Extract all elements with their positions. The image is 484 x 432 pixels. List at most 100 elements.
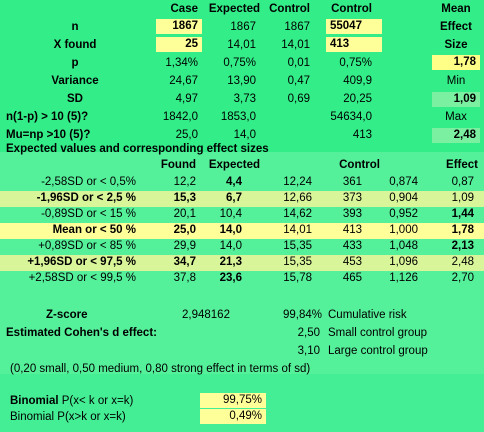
cumulative-label: Cumulative risk: [328, 309, 407, 321]
expected-x: 14,01: [227, 39, 256, 51]
control2-x-input[interactable]: 413: [326, 37, 382, 52]
label-mu: Mu=np >10 (5)?: [6, 129, 91, 141]
ev-control-3: 0,952: [389, 208, 418, 220]
header-case: Case: [170, 3, 199, 15]
section-title: Expected values and corresponding effect…: [6, 143, 269, 155]
ev-control-2: 465: [342, 272, 362, 284]
cohen-small-value: 2,50: [297, 327, 320, 339]
ev-row-label: -0,89SD or < 15 %: [41, 208, 136, 220]
ev-found: 29,9: [173, 240, 196, 252]
label-n: n: [71, 21, 79, 33]
min-value: 1,09: [432, 92, 480, 107]
ev-effect: 2,48: [451, 256, 474, 268]
ev-found: 15,3: [173, 192, 196, 204]
binomial-value-2: 0,49%: [200, 409, 266, 424]
case-variance: 24,67: [169, 75, 198, 87]
ev-control-3: 1,000: [389, 224, 418, 236]
mean-row-highlight: [0, 223, 484, 239]
header-expected: Expected: [208, 3, 260, 15]
ev-header-found: Found: [160, 159, 196, 171]
ev-label-text: -2,58SD or < 0,5%: [41, 176, 136, 188]
binomial-label-2: Binomial P(x>k or x=k): [10, 411, 126, 423]
header-control: Control: [269, 3, 310, 15]
mean-effect-value: 1,78: [432, 55, 480, 70]
ev-control-3: 0,904: [389, 192, 418, 204]
control2-mu: 413: [352, 129, 372, 141]
label-p: p: [71, 57, 79, 69]
binomial-value-1: 99,75%: [200, 393, 266, 408]
cohen-large-label: Large control group: [328, 345, 428, 357]
ev-row-label: -1,96SD or < 2,5 %: [36, 192, 136, 204]
ev-effect: 2,13: [451, 240, 474, 252]
row-highlight: [0, 191, 484, 207]
expected-mu: 14,0: [233, 129, 256, 141]
control2-variance: 409,9: [343, 75, 372, 87]
ev-control-1: 15,78: [283, 272, 312, 284]
ev-control-2: 361: [342, 176, 362, 188]
ev-expected: 21,3: [219, 256, 242, 268]
label-n1p: n(1-p) > 10 (5)?: [6, 111, 89, 123]
label-x-found: X found: [53, 39, 97, 51]
ev-control-3: 1,096: [389, 256, 418, 268]
ev-control-2: 373: [342, 192, 362, 204]
ev-control-3: 1,126: [389, 272, 418, 284]
ev-effect: 2,70: [451, 272, 474, 284]
zscore-label: Z-score: [46, 309, 88, 321]
binomial-label-1: Binomial P(x< k or x=k): [10, 394, 200, 409]
expected-variance: 13,90: [227, 75, 256, 87]
ev-control-1: 15,35: [283, 256, 312, 268]
min-label: Min: [446, 75, 466, 87]
ev-effect: 1,44: [451, 208, 474, 220]
control-sd: 0,69: [287, 93, 310, 105]
ev-row-label: +2,58SD or < 99,5 %: [28, 272, 136, 284]
ev-control-3: 0,874: [389, 176, 418, 188]
ev-found: 37,8: [173, 272, 196, 284]
ev-expected: 4,4: [226, 176, 242, 188]
case-n-input[interactable]: 1867: [156, 19, 202, 34]
ev-header-control: Control: [339, 159, 380, 171]
ev-expected: 14,0: [219, 240, 242, 252]
ev-row-label: +0,89SD or < 85 %: [38, 240, 136, 252]
top-band: [0, 0, 484, 140]
ev-found: 25,0: [173, 224, 196, 236]
cohen-large-value: 3,10: [297, 345, 320, 357]
ev-control-1: 12,24: [283, 176, 312, 188]
ev-control-3: 1,048: [389, 240, 418, 252]
binomial-rest: P(x< k or x=k): [58, 395, 134, 407]
control-x: 14,01: [281, 39, 310, 51]
ev-expected: 14,0: [219, 224, 242, 236]
cohen-label: Estimated Cohen's d effect:: [6, 327, 157, 339]
control-p: 0,01: [287, 57, 310, 69]
expected-sd: 3,73: [233, 93, 256, 105]
case-x-input[interactable]: 25: [156, 37, 202, 52]
ev-control-1: 14,62: [283, 208, 312, 220]
row-highlight: [0, 255, 484, 271]
ev-control-1: 14,01: [283, 224, 312, 236]
zscore-value: 2,948162: [182, 309, 230, 321]
expected-n1p: 1853,0: [220, 111, 256, 123]
max-value: 2,48: [432, 128, 480, 143]
control-variance: 0,47: [287, 75, 310, 87]
expected-p: 0,75%: [223, 57, 256, 69]
max-label: Max: [445, 111, 467, 123]
label-sd: SD: [67, 93, 83, 105]
ev-row-label: +1,96SD or < 97,5 %: [27, 256, 136, 268]
effect-note: (0,20 small, 0,50 medium, 0,80 strong ef…: [10, 363, 311, 375]
ev-control-1: 12,66: [283, 192, 312, 204]
ev-header-expected: Expected: [208, 159, 260, 171]
control2-p: 0,75%: [339, 57, 372, 69]
ev-effect: 1,09: [451, 192, 474, 204]
header-size: Size: [444, 39, 468, 51]
ev-control-2: 413: [342, 224, 362, 236]
control2-n-input[interactable]: 55047: [326, 19, 382, 34]
header-control-2: Control: [331, 3, 372, 15]
ev-found: 20,1: [173, 208, 196, 220]
ev-control-2: 393: [342, 208, 362, 220]
ev-found: 34,7: [173, 256, 196, 268]
ev-control-2: 433: [342, 240, 362, 252]
header-mean: Mean: [441, 3, 471, 15]
case-p: 1,34%: [165, 57, 198, 69]
case-mu: 25,0: [175, 129, 198, 141]
label-variance: Variance: [51, 75, 99, 87]
